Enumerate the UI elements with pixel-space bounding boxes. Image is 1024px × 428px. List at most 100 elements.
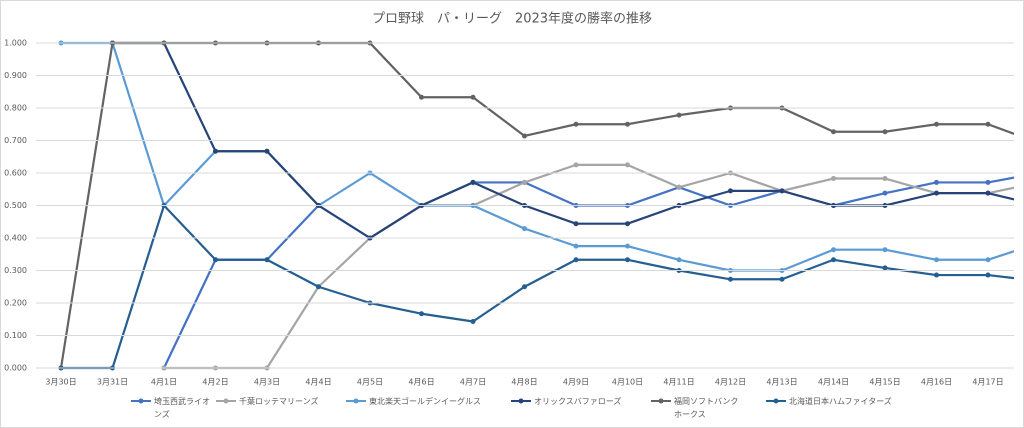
data-point: [934, 121, 939, 127]
x-tick-label: 4月6日: [408, 378, 434, 387]
x-tick-label: 4月11日: [663, 378, 694, 387]
data-point: [882, 190, 888, 196]
data-point: [522, 133, 527, 139]
legend-label: オリックスバファローズ: [534, 397, 622, 406]
data-point: [934, 179, 939, 185]
data-point: [985, 179, 991, 185]
x-tick-label: 4月7日: [460, 378, 486, 387]
data-point: [985, 257, 991, 263]
y-tick-label: 0.700: [4, 136, 27, 145]
y-tick-label: 0.600: [4, 169, 27, 178]
y-tick-label: 0.400: [4, 234, 27, 243]
data-point: [934, 190, 939, 196]
x-tick-label: 4月1日: [151, 378, 177, 387]
data-point: [264, 257, 270, 263]
data-point: [985, 272, 991, 278]
data-point: [470, 319, 476, 325]
x-tick-label: 4月17日: [972, 378, 1003, 387]
data-point: [779, 276, 785, 282]
data-point: [573, 162, 579, 168]
y-tick-label: 0.200: [4, 299, 27, 308]
legend-marker: [131, 398, 151, 404]
data-point: [470, 94, 476, 100]
legend-marker: [216, 398, 236, 404]
legend-dot: [353, 398, 359, 404]
legend-item: 東北楽天ゴールデンイーグルス: [346, 395, 481, 408]
y-tick-label: 0.000: [4, 364, 27, 373]
data-point: [264, 148, 270, 154]
chart: プロ野球 パ・リーグ 2023年度の勝率の推移 0.000 0.100 0.200 0…: [4, 11, 1014, 387]
x-tick-label: 4月9日: [563, 378, 589, 387]
legend-item: 福岡ソフトバンクホークス: [651, 395, 746, 421]
y-tick-label: 0.300: [4, 266, 27, 275]
data-point: [779, 188, 785, 194]
x-tick-label: 4月2日: [202, 378, 228, 387]
y-tick-label: 0.100: [4, 331, 27, 340]
x-tick-label: 4月5日: [357, 378, 383, 387]
legend-marker: [511, 398, 531, 404]
legend-label: 東北楽天ゴールデンイーグルス: [369, 397, 481, 406]
legend: 埼玉西武ライオンズ 千葉ロッテマリーンズ 東北楽天ゴールデンイーグルス オリックスバフ…: [1, 395, 1023, 425]
x-tick-label: 4月4日: [305, 378, 331, 387]
x-tick-label: 4月13日: [766, 378, 797, 387]
legend-label: 北海道日本ハムファイターズ: [789, 397, 892, 406]
data-point: [213, 148, 218, 154]
x-tick-label: 3月31日: [97, 378, 128, 387]
y-tick-label: 0.900: [4, 71, 27, 80]
data-point: [831, 247, 836, 253]
data-point: [213, 257, 218, 263]
data-point: [573, 257, 579, 263]
x-tick-label: 4月8日: [511, 378, 537, 387]
x-tick-label: 4月3日: [254, 378, 280, 387]
series-line: [61, 41, 1014, 272]
data-point: [831, 129, 836, 135]
data-point: [831, 176, 836, 182]
data-point: [882, 129, 888, 135]
x-tick-label: 4月10日: [612, 378, 643, 387]
legend-item: 北海道日本ハムファイターズ: [766, 395, 892, 408]
data-point: [573, 221, 579, 227]
data-point: [728, 276, 733, 282]
data-point: [882, 247, 888, 253]
legend-dot: [138, 398, 144, 404]
y-tick-label: 0.500: [4, 201, 27, 210]
data-point: [676, 184, 682, 190]
legend-marker: [346, 398, 366, 404]
legend-label: 千葉ロッテマリーンズ: [239, 397, 319, 406]
legend-label: 埼玉西武ライオンズ: [154, 397, 210, 419]
series-line: [164, 163, 1014, 370]
y-tick-label: 1.000: [4, 39, 27, 48]
data-point: [316, 284, 321, 290]
legend-dot: [658, 398, 664, 404]
legend-dot: [773, 398, 779, 404]
data-point: [573, 243, 579, 249]
data-point: [676, 112, 682, 118]
data-point: [522, 284, 527, 290]
data-point: [676, 257, 682, 263]
data-point: [985, 190, 991, 196]
series-line: [61, 204, 1014, 370]
chart-title: プロ野球 パ・リーグ 2023年度の勝率の推移: [372, 11, 652, 27]
legend-item: 千葉ロッテマリーンズ: [216, 395, 318, 408]
x-tick-label: 4月15日: [869, 378, 900, 387]
data-point: [985, 121, 991, 127]
legend-item: オリックスバファローズ: [511, 395, 621, 408]
legend-marker: [766, 398, 786, 404]
legend-dot: [223, 398, 229, 404]
data-point: [934, 257, 939, 263]
legend-label: 福岡ソフトバンクホークス: [674, 397, 739, 419]
x-tick-label: 4月14日: [818, 378, 849, 387]
x-tick-label: 4月12日: [715, 378, 746, 387]
data-point: [522, 179, 527, 185]
data-point: [625, 162, 630, 168]
data-point: [625, 121, 630, 127]
data-point: [625, 257, 630, 263]
data-point: [625, 221, 630, 227]
legend-dot: [518, 398, 524, 404]
x-tick-label: 3月30日: [45, 378, 76, 387]
data-point: [728, 188, 733, 194]
data-point: [934, 272, 939, 278]
legend-marker: [651, 398, 671, 404]
data-point: [882, 176, 888, 182]
